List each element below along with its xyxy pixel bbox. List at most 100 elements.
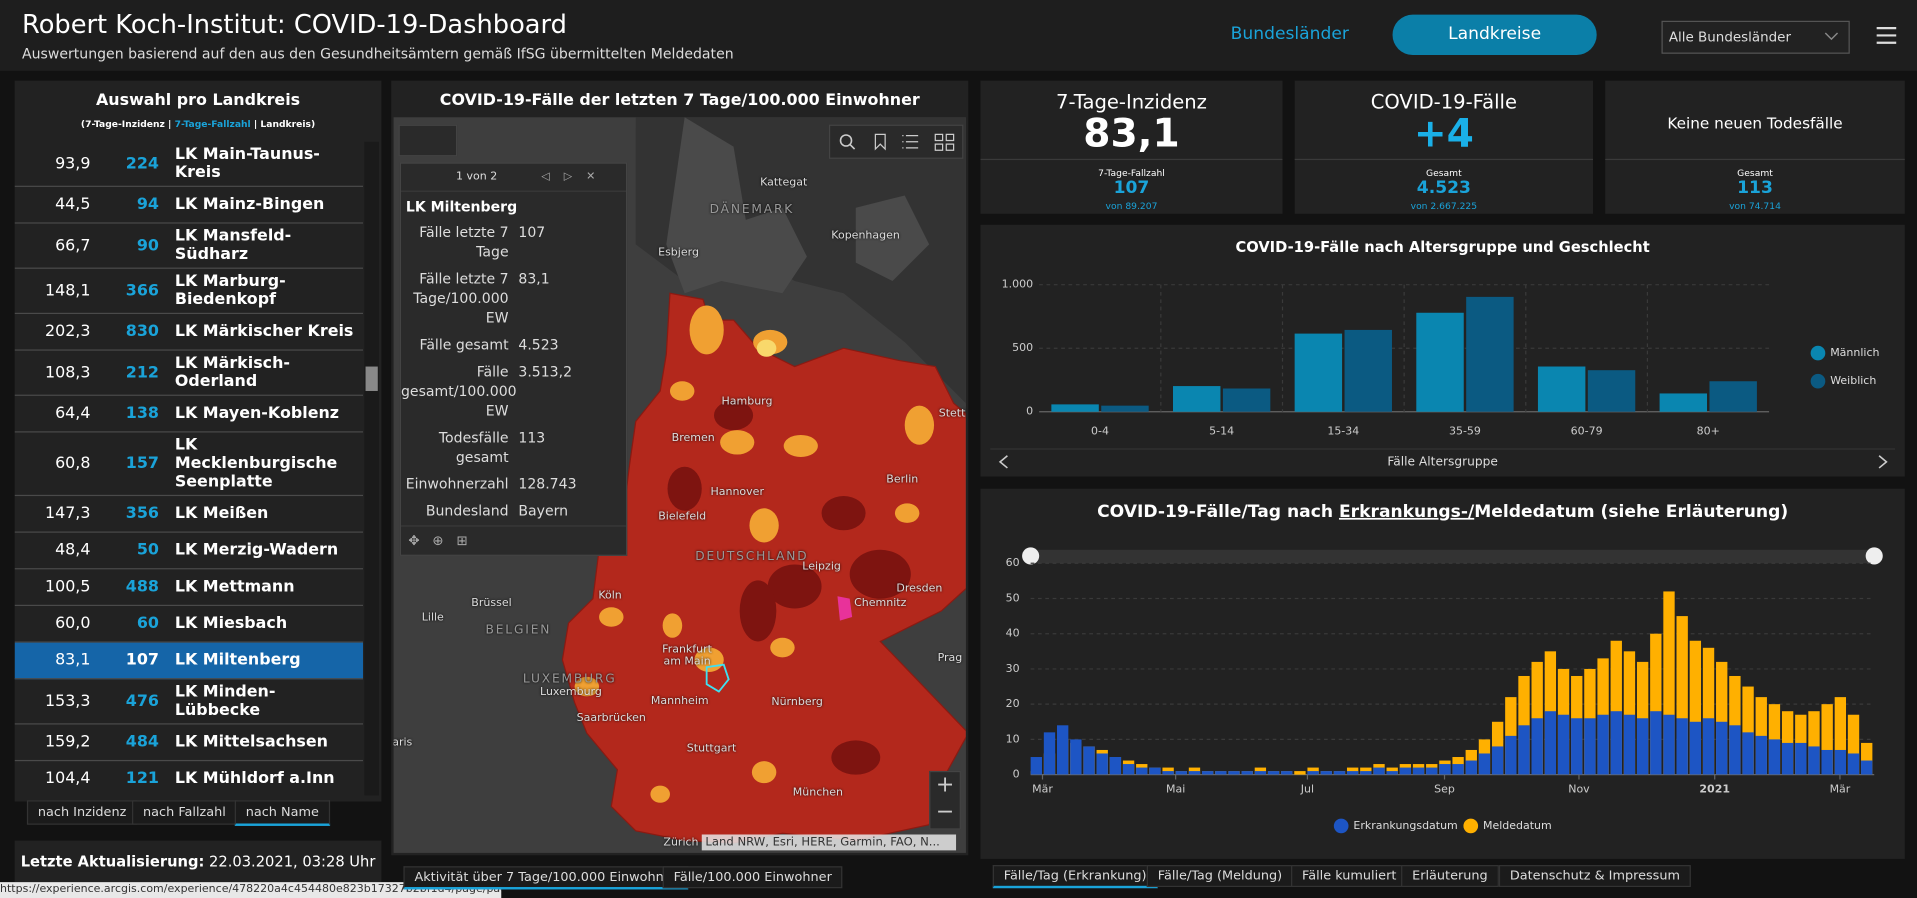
map-label: Esbjerg: [658, 246, 699, 260]
kpi-title: 7-Tage-Inzidenz: [1056, 90, 1207, 114]
map-label: DÄNEMARK: [709, 203, 795, 217]
map-label: Berlin: [886, 474, 919, 487]
incidence: 104,4: [44, 769, 91, 789]
tab[interactable]: Bundesländer: [1230, 24, 1349, 44]
kpi-title: COVID-19-Fälle: [1370, 90, 1518, 114]
popup-header: 1 von 2 ◁ ▷ ✕: [401, 164, 626, 192]
map-tab[interactable]: Fälle/100.000 Einwohner: [662, 866, 843, 889]
map-label: Brüssel: [471, 597, 512, 610]
incidence: 108,3: [44, 363, 91, 382]
kpi-value: 83,1: [1083, 109, 1180, 157]
list-row[interactable]: 148,1 366 LK Marburg-Biedenkopf: [14, 269, 364, 315]
list-row[interactable]: 159,2 484 LK Mittelsachsen: [14, 725, 364, 762]
map-label: BELGIEN: [485, 623, 552, 638]
kpi-sub-value: 107: [1113, 178, 1150, 198]
kpi-sub-label: Gesamt: [1737, 167, 1773, 179]
list-row[interactable]: 60,8 157 LK Mecklenburgische Seenplatte: [14, 433, 364, 497]
chart-tab[interactable]: Fälle/Tag (Erkrankung): [992, 865, 1158, 889]
kpi-sub-value: 4.523: [1416, 178, 1471, 198]
list-rows: 93,9 224 LK Main-Taunus-Kreis 44,5 94 LK Main…: [14, 142, 364, 796]
incidence: 83,1: [55, 651, 91, 670]
incidence: 66,7: [55, 236, 91, 255]
list-row[interactable]: 202,3 830 LK Märkischer Kreis: [14, 314, 364, 351]
popup-field: Einwohnerzahl 128.743: [401, 474, 626, 494]
list-legend: (7-Tage-Inzidenz | 7-Tage-Fallzahl | Lan…: [15, 119, 382, 130]
dropdown[interactable]: Alle Bundesländer: [1661, 20, 1850, 54]
map-label: Leipzig: [802, 560, 841, 574]
daily-chart-panel: [980, 488, 1905, 859]
incidence: 48,4: [55, 541, 91, 560]
list-row[interactable]: 104,4 121 LK Mühldorf a.Inn: [15, 761, 363, 795]
chart-tab[interactable]: Erläuterung: [1401, 865, 1499, 888]
case-count: 484: [125, 733, 159, 752]
chart-tab[interactable]: Datenschutz & Impressum: [1498, 865, 1692, 888]
update-box: Letzte Aktualisierung: 22.03.2021, 03:28…: [14, 840, 382, 883]
chart-tab[interactable]: Fälle/Tag (Meldung): [1146, 865, 1294, 888]
sort-button[interactable]: nach Inzidenz: [26, 800, 138, 825]
header: [0, 0, 1917, 71]
sort-button[interactable]: nach Name: [234, 800, 330, 826]
list-row[interactable]: 64,4 138 LK Mayen-Koblenz: [14, 396, 364, 433]
zoom-control[interactable]: + −: [929, 770, 961, 830]
tab-active[interactable]: Landkreise: [1392, 14, 1597, 55]
list-row[interactable]: 147,3 356 LK Meißen: [14, 496, 364, 533]
popup-field: Bundesland Bayern: [401, 501, 626, 521]
age-chart-scroller[interactable]: [990, 448, 1895, 475]
list-row[interactable]: 153,3 476 LK Minden-Lübbecke: [14, 679, 364, 725]
map-label: Zürich: [663, 836, 699, 850]
map-label: aris: [393, 736, 413, 749]
field-label: Todesfälle gesamt: [438, 428, 509, 466]
map-label: Chemnitz: [854, 597, 907, 610]
case-count: 830: [125, 322, 159, 341]
subtitle: Auswertungen basierend auf den aus den G…: [22, 45, 734, 63]
incidence: 93,9: [55, 154, 91, 173]
map-label: Frankfurt am Main: [662, 643, 712, 669]
chart-tab[interactable]: Fälle kumuliert: [1291, 865, 1408, 888]
case-count: 90: [136, 236, 159, 255]
list-row[interactable]: 48,4 50 LK Merzig-Wadern: [14, 533, 364, 570]
map-canvas: [393, 117, 966, 853]
case-count: 356: [125, 504, 159, 523]
popup-field: Fälle letzte 7 Tage 107: [401, 222, 626, 261]
district-name: LK Miesbach: [174, 614, 288, 633]
menu-icon[interactable]: [1875, 24, 1897, 46]
update-label: Letzte Aktualisierung:: [20, 852, 205, 870]
update-value: 22.03.2021, 03:28 Uhr: [209, 852, 376, 870]
field-label: Fälle gesamt: [419, 335, 509, 354]
popup-field: Fälle letzte 7 Tage/100.000 EW 83,1: [401, 269, 626, 328]
map[interactable]: Kattegat DÄNEMARK Kopenhagen Esbjerg Hamburg…: [393, 117, 966, 853]
field-label: Einwohnerzahl: [405, 475, 509, 493]
scrollbar[interactable]: [364, 141, 379, 796]
list-row[interactable]: 44,5 94 LK Mainz-Bingen: [14, 187, 364, 224]
kpi-sub-value: 113: [1737, 178, 1773, 198]
field-label: Fälle gesamt/100.000 EW: [401, 362, 517, 420]
map-tab[interactable]: Aktivität über 7 Tage/100.000 Einwohner: [403, 866, 688, 890]
popup-field: Fälle gesamt/100.000 EW 3.513,2: [401, 362, 626, 421]
list-row[interactable]: 66,7 90 LK Mansfeld-Südharz: [14, 224, 364, 269]
list-row[interactable]: 108,3 212 LK Märkisch-Oderland: [14, 351, 364, 396]
legend-part: | Landkreis): [250, 118, 316, 130]
sort-button[interactable]: nach Fallzahl: [132, 800, 237, 825]
map-label: Kopenhagen: [831, 229, 900, 242]
map-label: Köln: [598, 590, 622, 603]
list-row[interactable]: 100,5 488 LK Mettmann: [14, 569, 364, 607]
field-value: 4.523: [518, 335, 559, 354]
kpi-card: Keine neuen Todesfälle Gesamt 113 von 74.71…: [1605, 80, 1905, 214]
list-row[interactable]: 60,0 60 LK Miesbach: [14, 606, 364, 643]
status-url: https://experience.arcgis.com/experience…: [0, 882, 502, 898]
map-label: Stetti: [938, 408, 966, 421]
legend-part: (7-Tage-Inzidenz |: [80, 118, 175, 130]
list-title: Auswahl pro Landkreis: [96, 91, 301, 110]
list-row[interactable]: 93,9 224 LK Main-Taunus-Kreis: [14, 142, 364, 187]
list-row[interactable]: 83,1 107 LK Miltenberg: [14, 642, 364, 680]
kpi-sub-label: Gesamt: [1426, 167, 1462, 179]
case-count: 94: [136, 195, 159, 214]
district-name: LK Märkisch-Oderland: [174, 354, 290, 391]
map-toolbar[interactable]: [398, 124, 458, 157]
map-label: Dresden: [896, 582, 943, 596]
popup-pager: 1 von 2: [456, 171, 498, 184]
map-tools[interactable]: [828, 124, 964, 159]
map-label: Prag: [937, 652, 963, 665]
